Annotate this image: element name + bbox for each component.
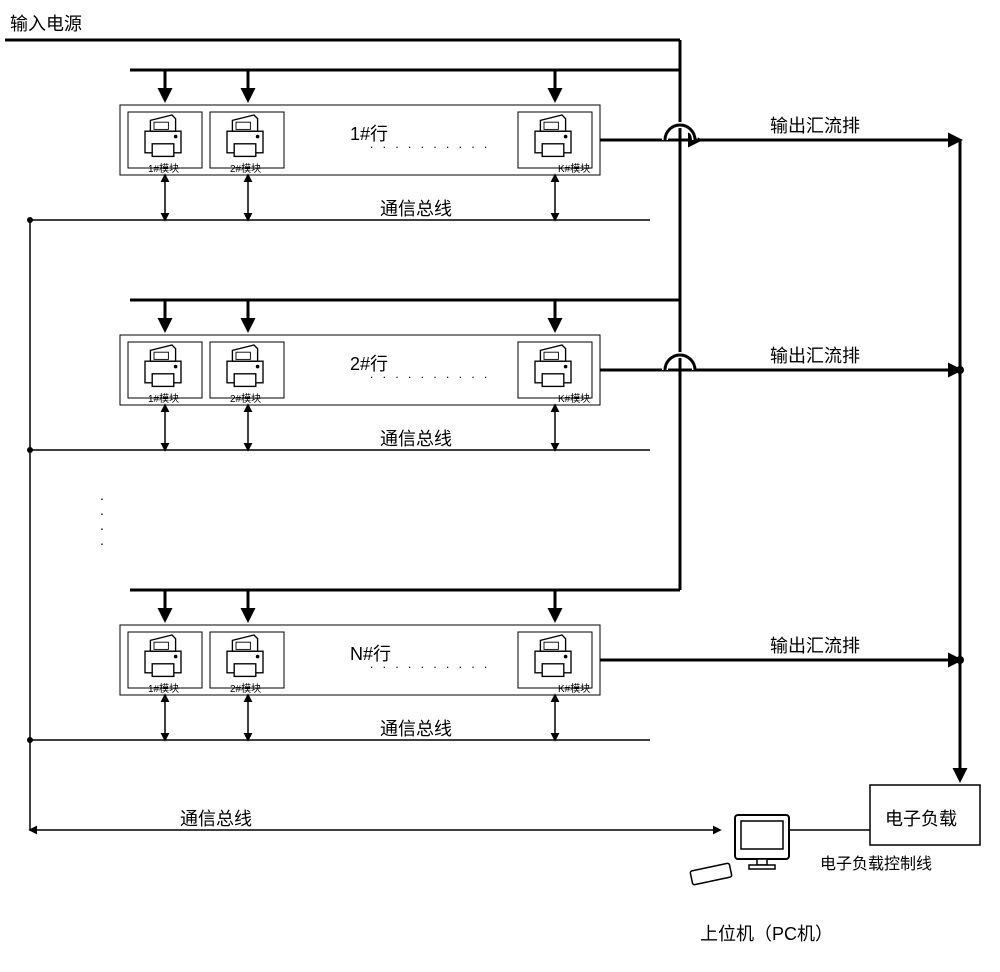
module1-label-r2: 1#模块 — [148, 390, 179, 405]
svg-text:. . . . . . . . . .: . . . . . . . . . . — [370, 367, 490, 381]
module2-label-r2: 2#模块 — [230, 390, 261, 405]
output-bus-label-3: 输出汇流排 — [770, 632, 860, 658]
module2-label-rN: 2#模块 — [230, 680, 261, 695]
output-bus-label-1: 输出汇流排 — [770, 112, 860, 138]
rowN-label: N#行 — [350, 640, 391, 666]
input-power-label: 输入电源 — [10, 10, 82, 36]
svg-text:. . . . . . . . . .: . . . . . . . . . . — [370, 137, 490, 151]
comm-bus-label-3: 通信总线 — [380, 715, 452, 741]
output-bus-label-2: 输出汇流排 — [770, 342, 860, 368]
svg-text:.: . — [100, 502, 104, 518]
module2-label-r1: 2#模块 — [230, 160, 261, 175]
svg-text:.: . — [100, 487, 104, 503]
electronic-load-label: 电子负载 — [885, 805, 957, 831]
row1-label: 1#行 — [350, 120, 388, 146]
load-control-line-label: 电子负载控制线 — [820, 850, 932, 874]
module1-label-r1: 1#模块 — [148, 160, 179, 175]
moduleK-label-rN: K#模块 — [558, 680, 590, 695]
comm-bus-label-2: 通信总线 — [380, 425, 452, 451]
moduleK-label-r1: K#模块 — [558, 160, 590, 175]
moduleK-label-r2: K#模块 — [558, 390, 590, 405]
comm-bus-label-1: 通信总线 — [380, 195, 452, 221]
svg-text:.: . — [100, 532, 104, 548]
module1-label-rN: 1#模块 — [148, 680, 179, 695]
svg-text:.: . — [100, 517, 104, 533]
row2-label: 2#行 — [350, 350, 388, 376]
host-pc-label: 上位机（PC机） — [700, 920, 833, 946]
comm-bus-label-main: 通信总线 — [180, 805, 252, 831]
